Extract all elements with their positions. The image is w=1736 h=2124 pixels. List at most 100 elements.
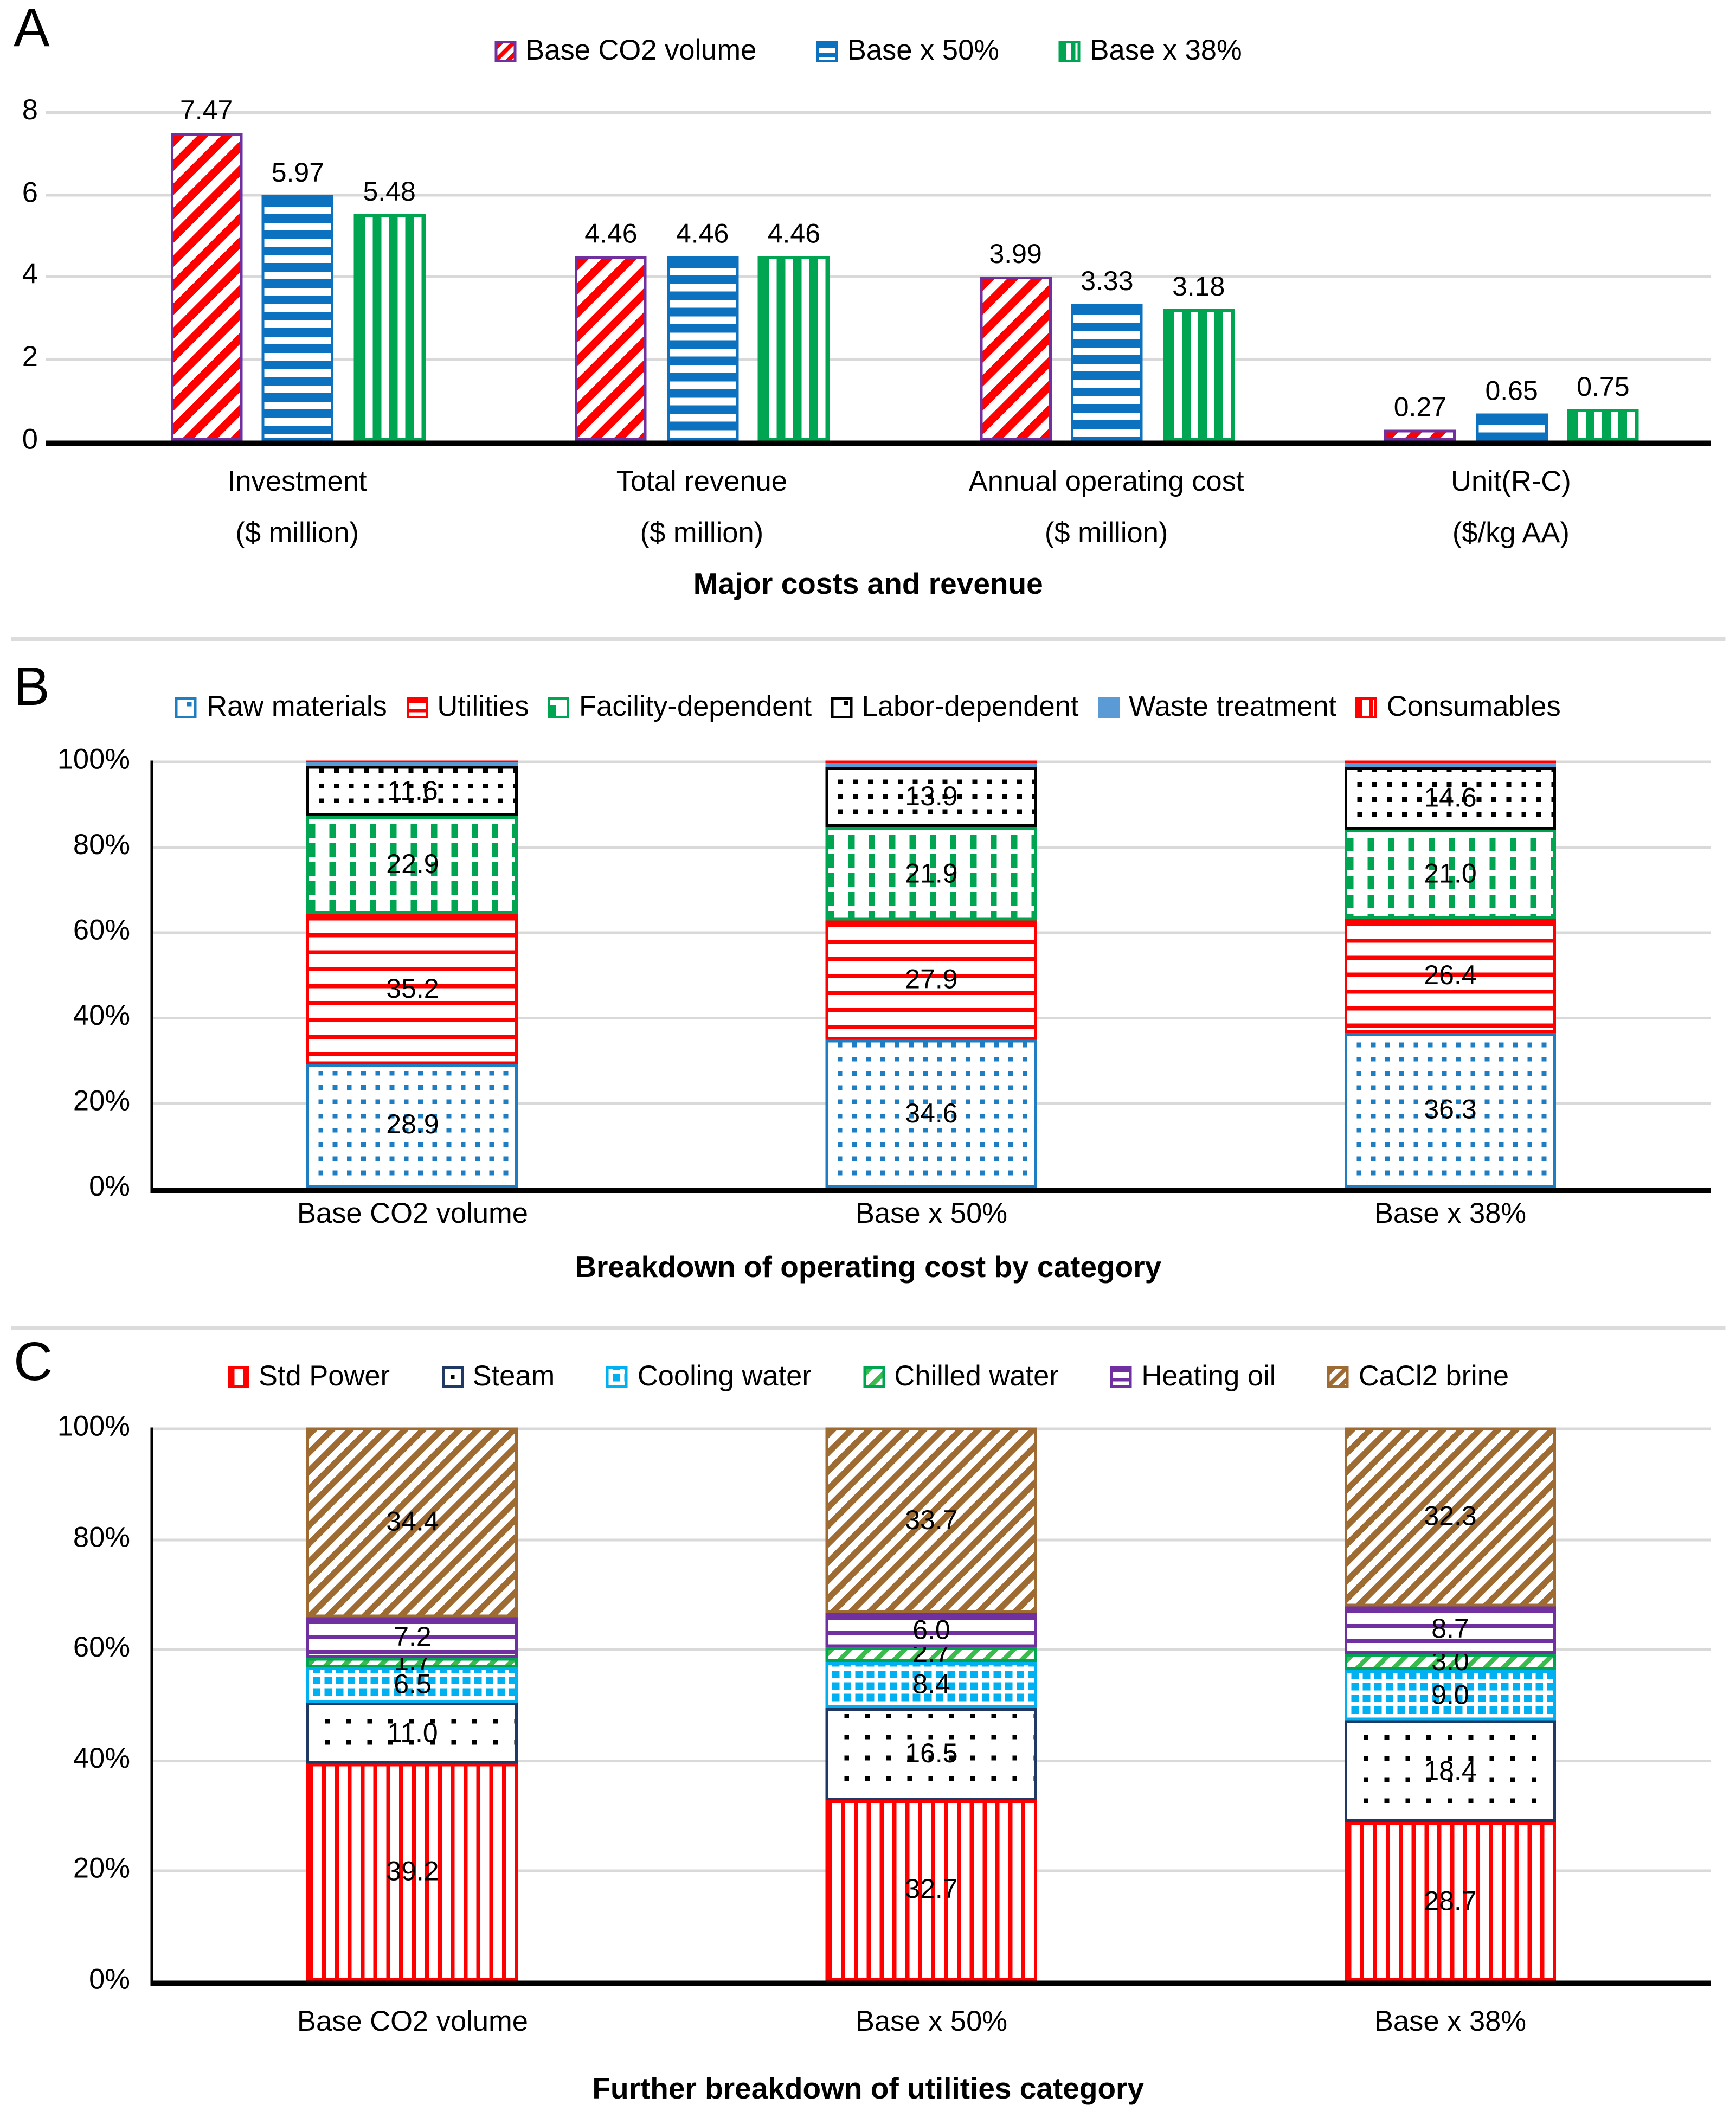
legend-label: Heating oil [1141,1361,1276,1393]
y-axis-tick-label: 20% [73,1853,130,1885]
bar-segment [1345,920,1556,1033]
bar-segment [825,762,1037,768]
segment-value-label: 11.0 [387,1718,438,1749]
green-diagonal-stripes-legend-icon [863,1366,885,1388]
segment-value-label: 32.7 [905,1875,958,1905]
green-vertical-stripes-legend-icon [1059,41,1081,62]
gridline [46,275,1711,279]
panel-label-c: C [14,1332,53,1393]
bar-segment [825,920,1037,1040]
segment-value-label: 26.4 [1424,961,1477,991]
segment-value-label: 21.0 [1424,860,1477,890]
chart-title: Breakdown of operating cost by category [575,1250,1162,1284]
legend-item: Consumables [1355,691,1561,724]
bar-segment [306,1703,518,1764]
category-label: Base x 50% [855,2006,1008,2038]
red-vertical-stripes-legend-icon [227,1366,249,1388]
bar-segment [1345,830,1556,920]
segment-value-label: 28.7 [1424,1886,1477,1916]
chart-legend: Raw materials Utilities Facility-dependent… [0,691,1736,724]
bar-segment [306,1763,518,1981]
y-axis-line [150,760,153,1193]
bar [1162,309,1235,441]
bar-value-label: 7.47 [179,96,233,126]
category-unit-label: ($ million) [640,518,764,549]
legend-label: Steam [472,1361,555,1393]
legend-item: Steam [441,1361,555,1394]
legend-label: Base x 38% [1090,35,1242,67]
bar-segment [1345,762,1556,768]
bar [979,276,1052,441]
legend-item: Base x 50% [816,35,999,68]
legend-label: Utilities [437,691,529,723]
bar [666,256,738,441]
bar-value-label: 4.46 [676,220,729,251]
category-label: Base x 50% [855,1198,1008,1230]
y-axis-tick-label: 80% [73,830,130,861]
bar-segment [825,1799,1037,1981]
segment-value-label: 27.9 [905,965,958,996]
blue-horizontal-stripes-legend-icon [816,41,838,62]
segment-value-label: 16.5 [905,1739,958,1769]
bar [758,256,830,441]
bar-segment [1345,1654,1556,1671]
y-axis-tick-label: 0% [89,1171,130,1203]
category-label: Base x 38% [1374,2006,1527,2038]
bar-segment [306,1064,518,1188]
bar-segment [825,767,1037,827]
purple-horizontal-lines-legend-icon [1110,1366,1132,1388]
bar-segment [306,760,518,762]
y-axis-tick-label: 80% [73,1522,130,1553]
y-axis-tick-label: 0 [22,424,38,456]
bar-segment [1345,1427,1556,1606]
legend-item: CaCl2 brine [1327,1361,1509,1394]
legend-item: Std Power [227,1361,390,1394]
black-dots-legend-icon [831,697,853,718]
y-axis-tick-label: 8 [22,94,38,126]
category-label: Base CO2 volume [297,1198,528,1230]
legend-item: Raw materials [175,691,387,724]
bar-value-label: 3.33 [1081,266,1134,297]
segment-value-label: 8.4 [912,1670,950,1701]
segment-value-label: 14.6 [1424,784,1477,814]
y-axis-tick-label: 2 [22,342,38,373]
category-unit-label: ($/kg AA) [1452,518,1570,549]
y-axis-tick-label: 40% [73,1000,130,1032]
legend-item: Waste treatment [1097,691,1336,724]
y-axis-tick-label: 100% [57,744,130,776]
bar-segment [306,766,518,816]
bar-value-label: 3.18 [1172,273,1225,303]
panel-divider [11,637,1726,641]
category-label: Unit(R-C) [1451,466,1571,498]
y-axis-tick-label: 40% [73,1743,130,1774]
gridline [46,193,1711,196]
segment-value-label: 35.2 [386,974,439,1004]
segment-value-label: 21.9 [905,859,958,889]
y-axis-tick-label: 100% [57,1411,130,1443]
bar [1071,303,1143,441]
legend-label: Consumables [1386,691,1561,723]
category-label: Base CO2 volume [297,2006,528,2038]
bar-value-label: 5.97 [271,158,325,188]
legend-item: Labor-dependent [831,691,1079,724]
bar-segment [306,1667,518,1703]
bar-segment [825,760,1037,763]
bar-value-label: 5.48 [363,178,416,208]
legend-item: Base CO2 volume [494,35,756,68]
bar-value-label: 4.46 [584,220,638,251]
y-axis-tick-label: 60% [73,1632,130,1664]
segment-value-label: 11.6 [387,776,438,806]
legend-item: Base x 38% [1059,35,1242,68]
segment-value-label: 22.9 [386,850,439,880]
chart-legend: Std Power Steam Cooling water Chilled water… [0,1361,1736,1394]
gridline [46,111,1711,114]
bar [262,194,334,441]
bar-segment [1345,1032,1556,1188]
bar [170,132,242,441]
gridline [46,358,1711,361]
y-axis-tick-label: 4 [22,259,38,291]
bar [1384,429,1456,441]
segment-value-label: 6.5 [394,1670,432,1700]
